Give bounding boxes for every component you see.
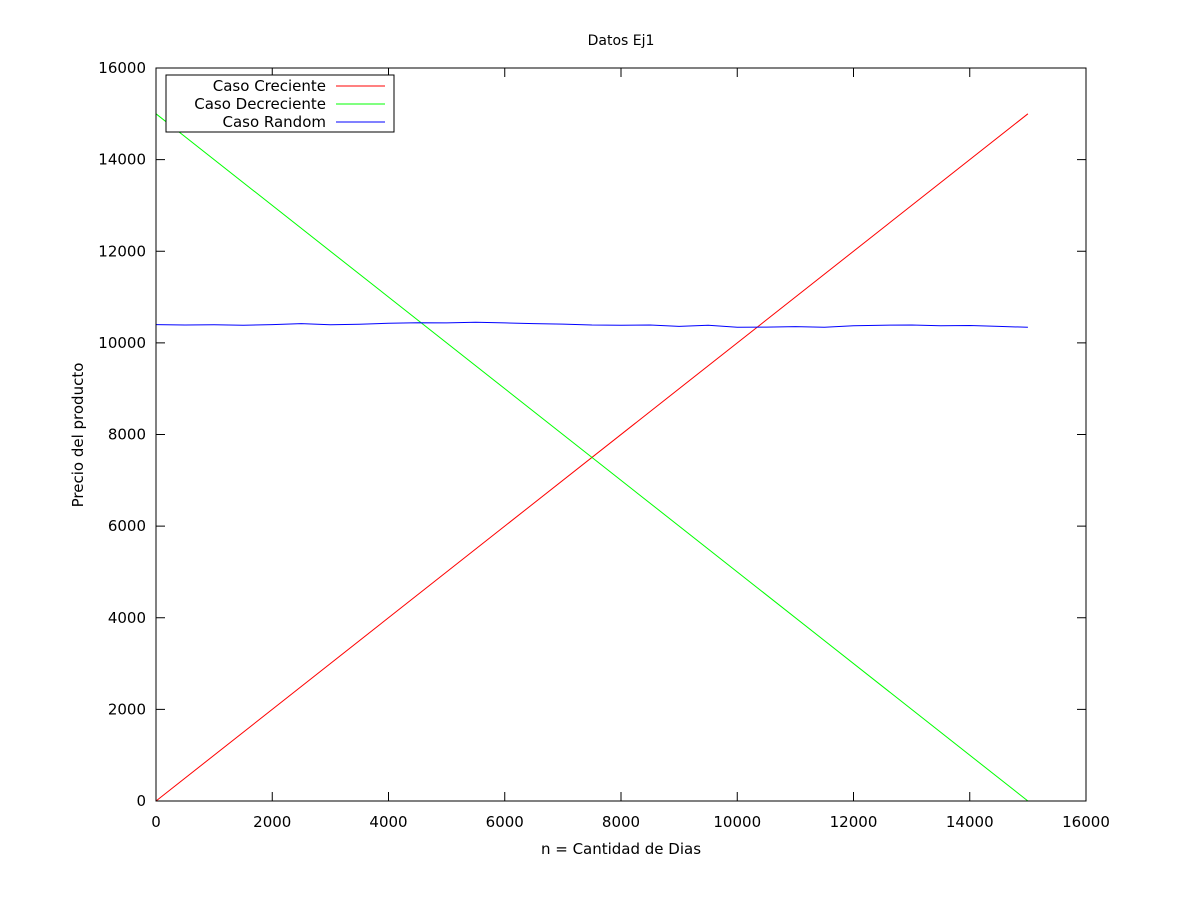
- y-tick-label: 4000: [108, 609, 146, 627]
- x-tick-label: 0: [151, 813, 161, 831]
- ticks: 0 2000 4000 6000 8000 10000 12000 14000 16000 0 20…: [98, 59, 1110, 831]
- x-tick-label: 6000: [486, 813, 524, 831]
- x-tick-label: 16000: [1062, 813, 1110, 831]
- chart-title: Datos Ej1: [588, 33, 655, 49]
- x-tick-label: 10000: [713, 813, 761, 831]
- x-axis-label: n = Cantidad de Dias: [541, 840, 701, 858]
- legend-label: Caso Random: [222, 113, 326, 131]
- series-line-caso-decreciente: [155, 113, 1029, 802]
- y-tick-label: 12000: [98, 242, 146, 260]
- y-tick-label: 0: [136, 792, 146, 810]
- y-tick-label: 8000: [108, 426, 146, 444]
- series-line-caso-random: [155, 321, 1028, 328]
- y-tick-label: 10000: [98, 334, 146, 352]
- y-tick-label: 14000: [98, 151, 146, 169]
- x-tick-label: 14000: [946, 813, 994, 831]
- y-axis-label: Precio del producto: [69, 363, 87, 508]
- plot-lines: [155, 113, 1029, 802]
- y-tick-label: 2000: [108, 700, 146, 718]
- x-tick-label: 12000: [830, 813, 878, 831]
- legend-label: Caso Decreciente: [194, 95, 326, 113]
- x-tick-label: 2000: [253, 813, 291, 831]
- x-tick-label: 4000: [369, 813, 407, 831]
- x-tick-label: 8000: [602, 813, 640, 831]
- legend-label: Caso Creciente: [213, 77, 326, 95]
- y-tick-label: 16000: [98, 59, 146, 77]
- plot-frame: [155, 67, 1087, 802]
- y-tick-label: 6000: [108, 517, 146, 535]
